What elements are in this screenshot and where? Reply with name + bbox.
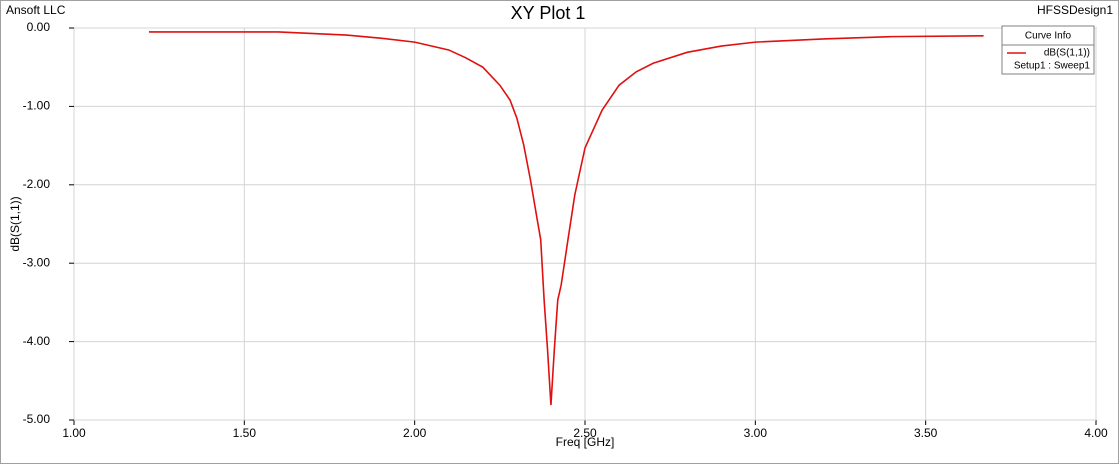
x-tick-label: 2.00 <box>403 426 427 440</box>
legend-label: dB(S(1,1)) <box>1044 48 1090 59</box>
design-name: HFSSDesign1 <box>1037 3 1113 17</box>
legend-setup: Setup1 : Sweep1 <box>1014 61 1091 72</box>
y-tick-label: -4.00 <box>23 334 51 348</box>
data-line <box>148 31 984 406</box>
y-tick-label: -3.00 <box>23 255 51 269</box>
x-tick-label: 2.50 <box>573 426 597 440</box>
x-tick-label: 3.50 <box>914 426 938 440</box>
x-tick-label: 1.50 <box>233 426 257 440</box>
legend-box <box>1001 25 1095 75</box>
y-tick-label: -5.00 <box>23 412 51 426</box>
y-axis-label: dB(S(1,1)) <box>8 196 22 251</box>
y-tick-label: -2.00 <box>23 177 51 191</box>
y-tick-label: -1.00 <box>23 99 51 113</box>
x-tick-label: 4.00 <box>1084 426 1108 440</box>
chart-title: XY Plot 1 <box>511 3 586 23</box>
y-tick-label: 0.00 <box>27 20 51 34</box>
company: Ansoft LLC <box>6 3 66 17</box>
x-tick-label: 3.00 <box>744 426 768 440</box>
legend-title: Curve Info <box>1025 31 1072 42</box>
x-tick-label: 1.00 <box>62 426 86 440</box>
x-axis-label: Freq [GHz] <box>556 435 615 449</box>
